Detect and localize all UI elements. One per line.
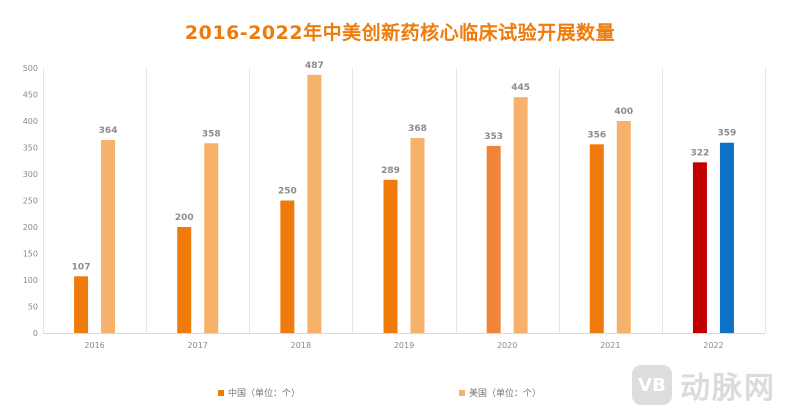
legend: 中国（单位：个） 美国（单位：个）: [0, 386, 800, 402]
x-tick-label: 2022: [703, 341, 723, 350]
x-tick-label: 2021: [600, 341, 620, 350]
y-tick-label: 500: [23, 64, 38, 73]
x-tick-label: 2016: [84, 341, 104, 350]
bar-usa-2016: [101, 140, 116, 333]
bar-usa-2020: [513, 97, 528, 334]
legend-swatch-usa: [459, 389, 465, 396]
bar-china-2017: [177, 227, 192, 333]
y-tick-label: 50: [28, 303, 38, 312]
data-label: 364: [99, 126, 118, 136]
data-label: 289: [381, 166, 400, 176]
data-label: 250: [278, 187, 297, 197]
data-label: 200: [175, 213, 194, 223]
data-label: 322: [691, 148, 710, 158]
legend-label-china: 中国（单位：个）: [228, 389, 301, 399]
data-label: 400: [614, 107, 633, 117]
x-tick-label: 2017: [188, 341, 208, 350]
legend-swatch-china: [218, 389, 224, 396]
data-label: 356: [587, 130, 606, 140]
bar-usa-2018: [307, 74, 322, 333]
y-tick-label: 350: [23, 144, 38, 153]
x-tick-label: 2019: [394, 341, 414, 350]
brand-logo: VB: [632, 365, 672, 405]
bar-usa-2019: [410, 137, 425, 333]
watermark: VB 动脉网: [632, 363, 776, 407]
x-tick-label: 2020: [497, 341, 517, 350]
y-tick-label: 200: [23, 223, 38, 232]
data-label: 107: [72, 262, 91, 272]
legend-label-usa: 美国（单位：个）: [469, 389, 542, 399]
data-label: 487: [305, 61, 324, 71]
y-tick-label: 100: [23, 276, 38, 285]
x-tick-label: 2018: [291, 341, 311, 350]
legend-item-china[interactable]: 中国（单位：个）: [218, 386, 300, 399]
y-tick-label: 400: [23, 117, 38, 126]
bar-china-2020: [486, 145, 501, 333]
bar-usa-2021: [616, 121, 631, 333]
legend-item-usa[interactable]: 美国（单位：个）: [459, 386, 541, 399]
bar-china-2018: [280, 200, 295, 333]
y-tick-label: 150: [23, 250, 38, 259]
bar-usa-2017: [204, 143, 219, 333]
data-label: 353: [484, 132, 503, 142]
bar-china-2022: [692, 162, 707, 333]
data-label: 368: [408, 124, 427, 134]
data-label: 358: [202, 129, 221, 139]
y-tick-label: 300: [23, 170, 38, 179]
data-label: 445: [511, 83, 530, 93]
y-tick-label: 250: [23, 197, 38, 206]
y-tick-label: 450: [23, 91, 38, 100]
data-label: 359: [718, 129, 737, 139]
bar-china-2016: [74, 276, 89, 333]
bar-china-2021: [589, 144, 604, 333]
chart-title: 2016-2022年中美创新药核心临床试验开展数量: [184, 22, 616, 44]
y-tick-label: 0: [33, 329, 38, 338]
brand-watermark-text: 动脉网: [680, 371, 776, 406]
bar-usa-2022: [719, 142, 734, 333]
bar-china-2019: [383, 179, 398, 333]
